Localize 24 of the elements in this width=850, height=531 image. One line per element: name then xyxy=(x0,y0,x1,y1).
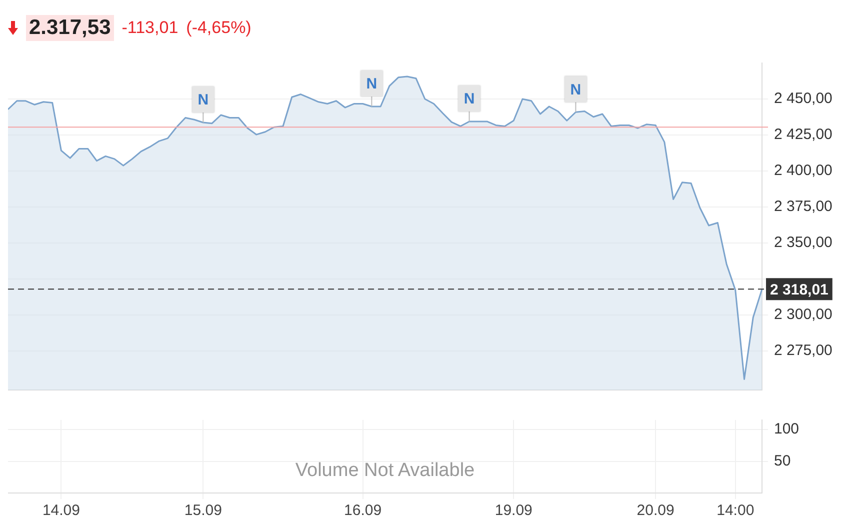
x-tick-label: 16.09 xyxy=(344,502,382,520)
x-tick-label: 19.09 xyxy=(494,502,532,520)
y-tick-label: 2 400,00 xyxy=(774,162,832,180)
text: 2.317,53 xyxy=(26,15,114,41)
annotation: N xyxy=(464,90,475,108)
text: -113,01 xyxy=(122,18,178,38)
annotation: N xyxy=(198,92,209,109)
y-tick-label: 2 450,00 xyxy=(774,90,832,108)
y-tick-label: 2 300,00 xyxy=(774,306,832,324)
y-tick-label: 2 425,00 xyxy=(774,126,832,144)
text: (-4,65%) xyxy=(186,18,252,38)
x-tick-label: 14:00 xyxy=(716,502,754,520)
annotation: N xyxy=(570,81,582,98)
y-tick-label: 2 275,00 xyxy=(774,342,832,360)
x-tick-label: 20.09 xyxy=(636,502,674,520)
annotation: N xyxy=(366,76,378,93)
y-tick-label: 2 350,00 xyxy=(774,234,832,252)
x-tick-label: 15.09 xyxy=(184,502,222,520)
y-tick-label: 100 xyxy=(774,420,800,438)
ref-line-label: 2 318,01 xyxy=(770,281,828,298)
x-tick-label: 14.09 xyxy=(42,502,80,520)
annotation: Volume Not Available xyxy=(295,460,475,482)
y-tick-label: 2 375,00 xyxy=(774,198,832,216)
y-tick-label: 50 xyxy=(774,452,791,470)
